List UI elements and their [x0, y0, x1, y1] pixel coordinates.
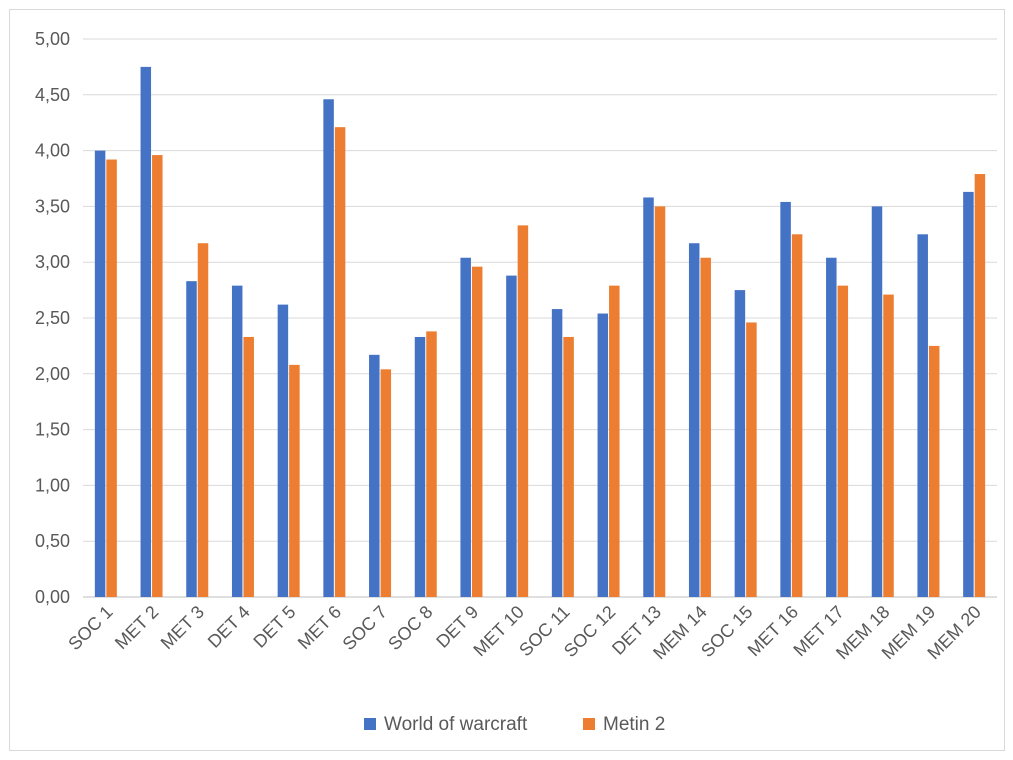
bar-world-of-warcraft	[277, 304, 289, 597]
bar-metin-2	[517, 225, 529, 597]
bar-metin-2	[974, 174, 986, 597]
bar-world-of-warcraft	[460, 257, 471, 597]
bar-metin-2	[609, 285, 620, 597]
legend-swatch-metin-2	[583, 718, 595, 730]
bar-world-of-warcraft	[369, 354, 380, 597]
bar-metin-2	[563, 336, 574, 597]
bar-metin-2	[426, 331, 437, 597]
bar-world-of-warcraft	[414, 336, 426, 597]
bar-world-of-warcraft	[688, 243, 700, 597]
bar-metin-2	[106, 159, 117, 597]
x-tick-label: SOC 8	[384, 602, 436, 654]
bar-metin-2	[380, 369, 392, 597]
bar-world-of-warcraft	[551, 309, 563, 597]
bar-world-of-warcraft	[597, 313, 609, 597]
bar-world-of-warcraft	[917, 234, 928, 598]
bar-metin-2	[471, 266, 483, 597]
bar-metin-2	[928, 345, 940, 597]
bar-metin-2	[837, 285, 849, 597]
bar-metin-2	[654, 206, 666, 597]
bar-metin-2	[883, 294, 894, 597]
x-tick-label: MET 2	[111, 602, 162, 653]
bar-world-of-warcraft	[643, 197, 654, 598]
bar-world-of-warcraft	[140, 66, 152, 597]
bar-world-of-warcraft	[780, 201, 791, 597]
y-tick-label: 2,50	[35, 308, 70, 328]
x-tick-label: DET 5	[249, 602, 299, 652]
bar-metin-2	[243, 336, 254, 597]
y-tick-label: 4,50	[35, 85, 70, 105]
x-tick-label: SOC 7	[339, 602, 391, 654]
x-tick-label: DET 4	[204, 602, 254, 652]
y-tick-label: 5,00	[35, 29, 70, 49]
bar-world-of-warcraft	[186, 281, 197, 597]
bar-world-of-warcraft	[506, 275, 517, 597]
x-tick-label: MET 6	[294, 602, 345, 653]
x-tick-label: SOC 1	[64, 602, 116, 654]
bar-metin-2	[791, 234, 803, 598]
bar-world-of-warcraft	[871, 206, 883, 597]
bar-metin-2	[746, 322, 757, 597]
y-tick-label: 3,50	[35, 196, 70, 216]
bar-world-of-warcraft	[94, 150, 106, 597]
legend-label-metin-2: Metin 2	[603, 714, 665, 735]
legend-swatch-world-of-warcraft	[364, 718, 376, 730]
bar-world-of-warcraft	[231, 285, 243, 597]
y-tick-label: 4,00	[35, 141, 70, 161]
y-tick-label: 3,00	[35, 252, 70, 272]
x-tick-label: SOC 15	[697, 602, 756, 661]
bar-metin-2	[197, 243, 209, 597]
bar-metin-2	[700, 257, 711, 597]
bar-metin-2	[289, 364, 300, 597]
x-tick-label: SOC 12	[560, 602, 619, 661]
y-tick-label: 2,00	[35, 364, 70, 384]
bar-world-of-warcraft	[734, 290, 746, 597]
bar-world-of-warcraft	[323, 99, 334, 597]
y-tick-label: 0,00	[35, 587, 70, 607]
bar-world-of-warcraft	[963, 191, 974, 597]
y-tick-label: 1,50	[35, 420, 70, 440]
bar-metin-2	[152, 155, 163, 597]
y-tick-label: 1,00	[35, 475, 70, 495]
x-tick-label: MET 3	[157, 602, 208, 653]
bar-metin-2	[334, 127, 346, 597]
bar-world-of-warcraft	[826, 257, 837, 597]
y-tick-label: 0,50	[35, 531, 70, 551]
legend-label-world-of-warcraft: World of warcraft	[384, 714, 528, 735]
